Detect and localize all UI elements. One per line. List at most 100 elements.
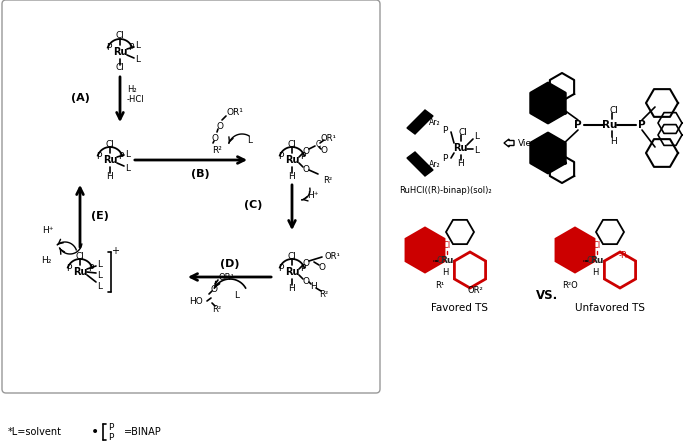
Text: OR¹: OR¹	[227, 107, 244, 116]
Text: P: P	[443, 154, 448, 163]
Text: O: O	[303, 277, 310, 285]
Polygon shape	[407, 110, 433, 134]
Text: P: P	[129, 44, 133, 52]
Text: H: H	[611, 136, 617, 146]
Text: Cl: Cl	[287, 251, 296, 261]
Text: (A): (A)	[71, 93, 90, 103]
Polygon shape	[531, 133, 565, 173]
Text: L: L	[135, 41, 140, 51]
Text: L: L	[135, 56, 140, 64]
Text: Ru: Ru	[103, 155, 117, 165]
Text: L: L	[97, 270, 102, 280]
Text: H: H	[106, 171, 113, 181]
Text: Ru: Ru	[590, 255, 604, 265]
Text: RuHCl((R)-binap)(sol)₂: RuHCl((R)-binap)(sol)₂	[399, 186, 491, 194]
Text: (D): (D)	[220, 259, 240, 269]
Text: H⁺: H⁺	[307, 190, 319, 199]
Polygon shape	[605, 252, 636, 288]
Text: Ru: Ru	[73, 267, 87, 277]
Text: R¹: R¹	[435, 281, 444, 289]
Text: H: H	[311, 281, 317, 290]
Text: H: H	[289, 171, 295, 181]
Text: -HCl: -HCl	[127, 95, 144, 103]
Text: O: O	[437, 255, 444, 265]
Polygon shape	[556, 228, 594, 272]
Text: Ar₂: Ar₂	[429, 159, 441, 169]
Text: Cl: Cl	[106, 139, 115, 148]
Text: R²: R²	[212, 305, 222, 313]
Text: Ru: Ru	[285, 155, 299, 165]
Text: P: P	[108, 423, 114, 432]
Polygon shape	[446, 220, 474, 244]
Text: OR²: OR²	[467, 285, 483, 294]
Text: H⁺: H⁺	[43, 226, 54, 234]
Polygon shape	[596, 220, 624, 244]
Text: L: L	[97, 281, 102, 290]
Text: O: O	[319, 262, 325, 271]
Text: OH: OH	[574, 259, 587, 269]
Text: R²: R²	[212, 146, 222, 155]
Text: Cl: Cl	[115, 32, 124, 40]
Text: O: O	[211, 134, 218, 143]
Polygon shape	[407, 152, 433, 176]
Polygon shape	[455, 252, 486, 288]
Text: O: O	[211, 285, 218, 293]
Text: Ru: Ru	[453, 143, 467, 153]
Text: L: L	[247, 135, 252, 144]
Text: P: P	[88, 263, 94, 273]
Text: +: +	[111, 246, 119, 256]
Text: Ru: Ru	[285, 267, 299, 277]
Text: P: P	[108, 432, 114, 441]
Text: L: L	[234, 290, 240, 300]
Text: Cl: Cl	[115, 63, 124, 72]
Text: O: O	[303, 258, 310, 267]
Text: (E): (E)	[91, 211, 109, 221]
FancyBboxPatch shape	[2, 0, 380, 393]
Text: View: View	[518, 139, 540, 147]
Text: R²O: R²O	[562, 281, 578, 289]
Text: Cl: Cl	[459, 127, 467, 136]
Polygon shape	[531, 83, 565, 123]
Text: Cl: Cl	[287, 139, 296, 148]
Text: -R: -R	[618, 250, 627, 259]
Text: Ru: Ru	[113, 47, 127, 57]
Text: H₂: H₂	[127, 84, 137, 94]
Text: H₂: H₂	[41, 255, 52, 265]
Text: Unfavored TS: Unfavored TS	[575, 303, 645, 313]
Text: Ar₂: Ar₂	[429, 118, 441, 127]
Text: Ru: Ru	[603, 120, 618, 130]
Text: O: O	[303, 147, 310, 155]
Text: OH: OH	[424, 259, 437, 269]
Text: H: H	[442, 267, 448, 277]
Text: O: O	[587, 255, 594, 265]
Text: P: P	[278, 151, 284, 160]
Text: Cl: Cl	[75, 251, 84, 261]
Text: *L=solvent: *L=solvent	[8, 427, 62, 437]
Text: Cl: Cl	[593, 241, 601, 250]
Text: OR¹: OR¹	[325, 251, 341, 261]
Text: =BINAP: =BINAP	[124, 427, 162, 437]
Text: HO: HO	[189, 297, 203, 305]
Text: P: P	[638, 120, 646, 130]
Text: P: P	[301, 263, 305, 273]
Text: L: L	[475, 131, 480, 140]
FancyArrow shape	[504, 139, 514, 147]
Text: H: H	[289, 284, 295, 293]
Text: L: L	[97, 259, 102, 269]
Text: R²: R²	[323, 175, 332, 185]
Text: Favored TS: Favored TS	[431, 303, 489, 313]
Text: P: P	[574, 120, 582, 130]
Text: P: P	[106, 44, 112, 52]
Polygon shape	[406, 228, 444, 272]
Text: H: H	[591, 267, 598, 277]
Text: R²: R²	[319, 289, 328, 298]
Text: L: L	[126, 163, 131, 173]
Text: O: O	[303, 164, 310, 174]
Text: OR¹: OR¹	[219, 273, 235, 281]
Text: O: O	[321, 146, 328, 155]
Text: L: L	[126, 150, 131, 159]
Text: P: P	[66, 263, 72, 273]
Text: P: P	[96, 151, 102, 160]
Text: Ru: Ru	[440, 255, 454, 265]
Text: P: P	[301, 151, 305, 160]
